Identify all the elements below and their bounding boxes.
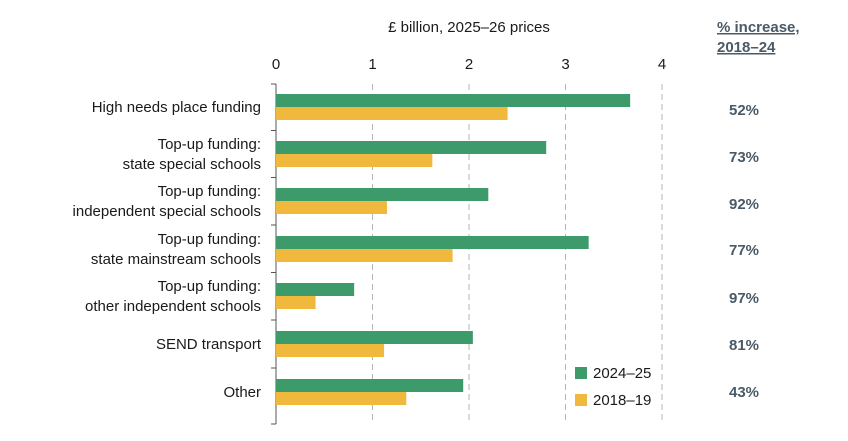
category-label: independent special schools [73, 203, 261, 220]
legend-swatch [575, 394, 587, 406]
x-tick-label: 1 [368, 56, 376, 73]
category-label: SEND transport [156, 336, 262, 353]
x-tick-labels: 0 1 2 3 4 [272, 56, 666, 73]
category-label: state mainstream schools [91, 251, 261, 268]
x-tick-label: 3 [561, 56, 569, 73]
legend: 2024–25 2018–19 [575, 365, 651, 409]
percent-increase-label: 52% [729, 102, 759, 119]
percent-increase-label: 77% [729, 242, 759, 259]
bar-2018–19 [276, 344, 385, 357]
category-label: state special schools [123, 156, 261, 173]
percent-increase-label: 81% [729, 337, 759, 354]
percent-increase-label: 73% [729, 149, 759, 166]
bar-2018–19 [276, 296, 316, 309]
x-axis-title: £ billion, 2025–26 prices [388, 19, 550, 36]
percent-increase-header: % increase, 2018–24 [717, 19, 800, 56]
category-label: High needs place funding [92, 99, 261, 116]
percent-increase-label: 92% [729, 196, 759, 213]
bar-2024–25 [276, 379, 464, 392]
x-tick-label: 4 [658, 56, 666, 73]
category-label: Top-up funding: [158, 278, 261, 295]
category-label: Top-up funding: [158, 231, 261, 248]
bar-2024–25 [276, 141, 547, 154]
legend-label: 2018–19 [593, 392, 651, 409]
bar-2018–19 [276, 154, 433, 167]
bar-2024–25 [276, 236, 589, 249]
category-labels: High needs place funding Top-up funding: s… [73, 99, 262, 401]
bar-2024–25 [276, 94, 631, 107]
legend-swatch [575, 367, 587, 379]
bar-2024–25 [276, 331, 473, 344]
bar-2018–19 [276, 249, 453, 262]
category-label: Other [223, 384, 261, 401]
legend-label: 2024–25 [593, 365, 651, 382]
x-tick-label: 2 [465, 56, 473, 73]
percent-increase-labels: 52% 73% 92% 77% 97% 81% 43% [729, 102, 759, 401]
percent-increase-label: 97% [729, 290, 759, 307]
bar-2018–19 [276, 201, 387, 214]
bar-2018–19 [276, 107, 508, 120]
category-label: Top-up funding: [158, 136, 261, 153]
percent-increase-label: 43% [729, 384, 759, 401]
bar-2018–19 [276, 392, 407, 405]
percent-header-line: 2018–24 [717, 39, 776, 56]
x-tick-label: 0 [272, 56, 280, 73]
bar-2024–25 [276, 283, 355, 296]
bars [276, 94, 631, 405]
category-label: Top-up funding: [158, 183, 261, 200]
category-label: other independent schools [85, 298, 261, 315]
bar-2024–25 [276, 188, 489, 201]
percent-header-line: % increase, [717, 19, 800, 36]
